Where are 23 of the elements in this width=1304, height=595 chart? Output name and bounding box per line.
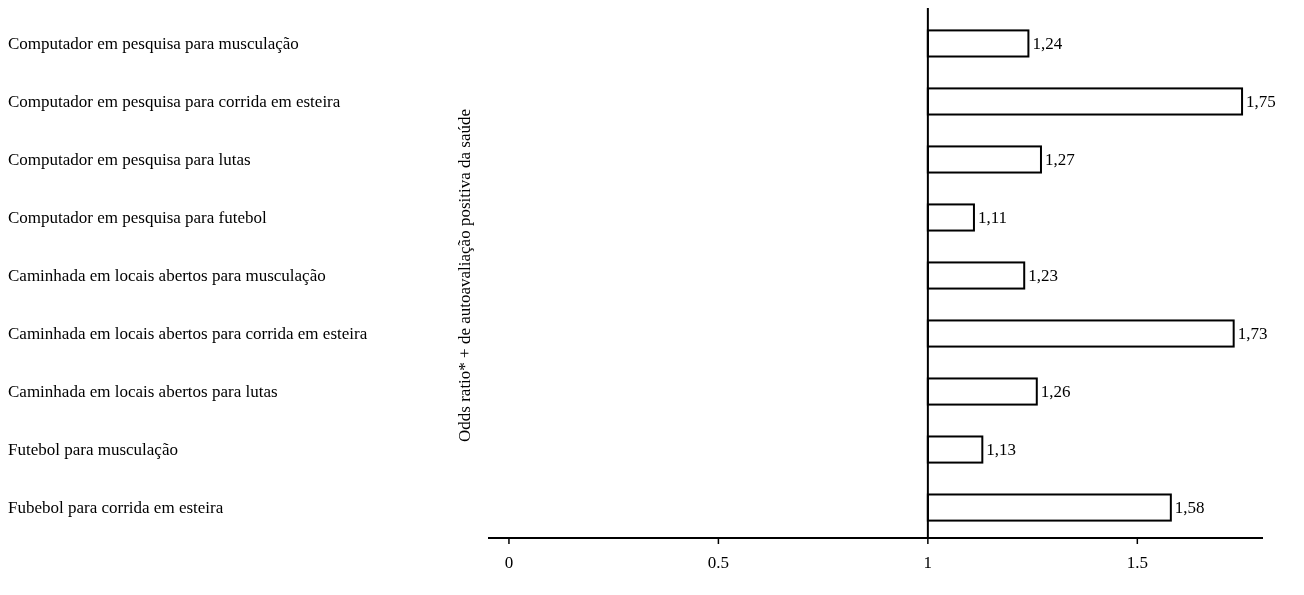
y-axis-title: Odds ratio* + de autoavaliação positiva da saúde <box>455 109 474 442</box>
data-label: 1,13 <box>986 440 1017 460</box>
y-tick-label: Computador em pesquisa para futebol <box>8 208 267 228</box>
data-label: 1,26 <box>1040 382 1071 402</box>
y-tick-label: Computador em pesquisa para corrida em esteira <box>8 92 341 112</box>
x-tick-label: 1 <box>923 553 933 572</box>
x-tick-label: 1.5 <box>1126 553 1148 572</box>
x-tick-label: 0.5 <box>707 553 730 572</box>
y-tick-label: Computador em pesquisa para musculação <box>8 34 299 54</box>
data-label: 1,11 <box>977 208 1008 228</box>
data-label: 1,24 <box>1032 34 1063 54</box>
y-tick-label: Caminhada em locais abertos para musculação <box>8 266 326 286</box>
x-tick-label: 0 <box>504 553 514 572</box>
y-tick-label: Caminhada em locais abertos para lutas <box>8 382 278 402</box>
data-label: 1,58 <box>1174 498 1205 518</box>
y-tick-label: Computador em pesquisa para lutas <box>8 150 251 170</box>
data-label: 1,73 <box>1237 324 1268 344</box>
y-tick-label: Fubebol para corrida em esteira <box>8 498 224 518</box>
data-label: 1,75 <box>1246 92 1276 112</box>
y-tick-label: Futebol para musculação <box>8 440 178 460</box>
data-label: 1,23 <box>1028 266 1058 286</box>
y-tick-label: Caminhada em locais abertos para corrida em esteira <box>8 324 368 344</box>
data-label: 1,27 <box>1044 150 1076 170</box>
